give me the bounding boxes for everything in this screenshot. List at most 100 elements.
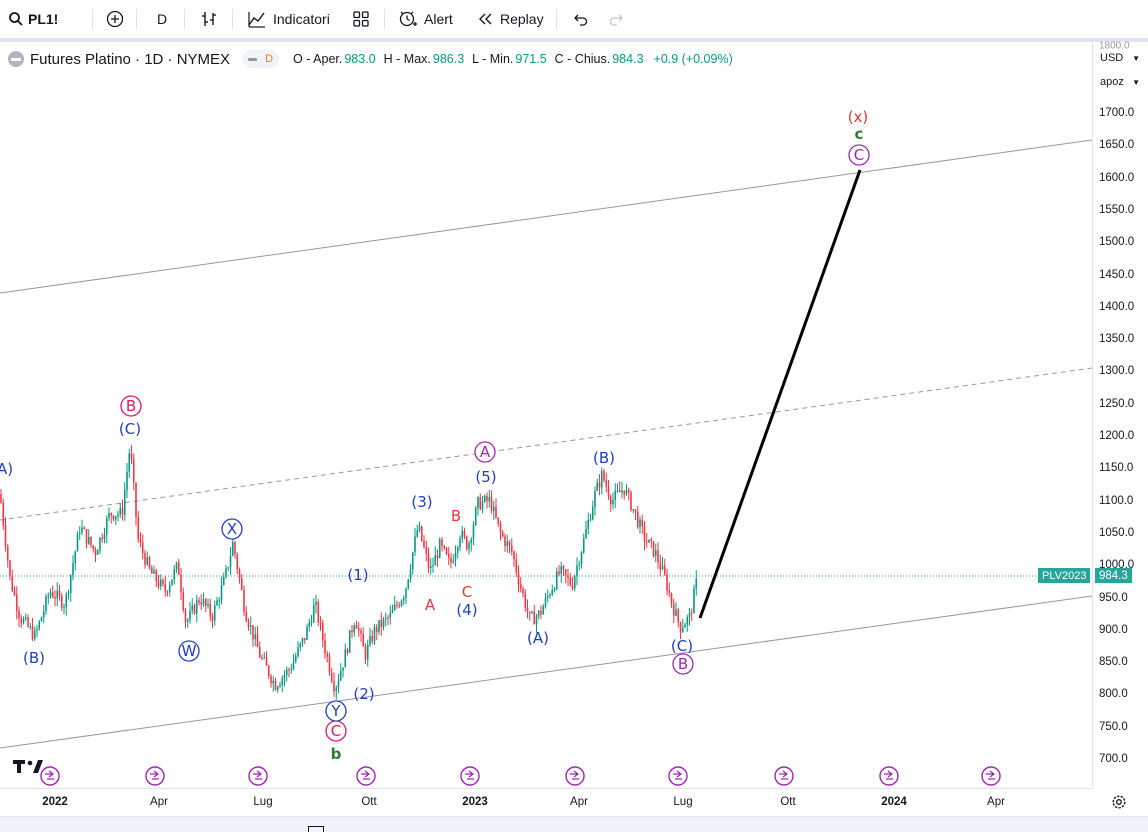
wave-label[interactable]: A) [0,460,13,478]
alert-label: Alert [424,11,453,27]
wave-label[interactable]: (2) [353,685,374,703]
wave-label[interactable]: Y [325,700,347,722]
candle-body [166,591,169,593]
wave-label[interactable]: (3) [411,493,432,511]
candle-body [645,541,648,543]
replay-button[interactable]: Replay [476,0,544,38]
candle-body [18,610,20,619]
event-marker-icon[interactable] [879,766,899,786]
wave-label[interactable]: c [855,125,864,143]
redo-button[interactable] [608,0,626,38]
settings-button[interactable] [1110,793,1128,811]
event-marker-icon[interactable] [668,766,688,786]
unit-select[interactable]: apoz ▼ [1097,72,1143,92]
candle-body [20,618,23,623]
candle-body [537,610,540,617]
candle-body [189,610,191,621]
candle-body [159,579,162,587]
wave-label[interactable]: (1) [347,566,368,584]
candle-body [483,496,486,502]
candle-body [317,601,320,623]
candle-body [677,609,680,623]
templates-button[interactable] [352,0,370,38]
event-marker-icon[interactable] [981,766,1001,786]
candle-body [144,552,146,565]
high-label: H - Max. [383,52,431,66]
currency-select[interactable]: USD ▼ [1097,48,1143,68]
candle-body [202,599,205,605]
legend-status-pill[interactable]: D [242,50,280,68]
undo-button[interactable] [571,0,589,38]
wave-label[interactable]: b [331,745,342,763]
legend-title[interactable]: Futures Platino · 1D · NYMEX [30,50,231,68]
candle-body [378,619,380,632]
wave-label[interactable]: (B) [23,649,45,667]
wave-label[interactable]: C [848,144,870,166]
wave-label[interactable]: A [474,441,496,463]
symbol-search-button[interactable]: PL1! [8,0,58,38]
candle-body [47,596,50,598]
wave-label[interactable]: C [325,720,347,742]
event-marker-icon[interactable] [460,766,480,786]
channel-bottom-line[interactable] [0,595,1092,749]
candle-body [542,606,545,615]
time-tick-label: 2022 [42,796,68,808]
candle-body [609,496,612,505]
interval-button[interactable]: D [157,0,167,38]
event-marker-icon[interactable] [565,766,585,786]
wave-label[interactable]: B [451,507,461,525]
candle-body [366,644,369,660]
event-marker-icon[interactable] [356,766,376,786]
candle-body [306,626,308,640]
candle-body [632,509,635,511]
candle-body [222,576,225,585]
compare-button[interactable] [106,0,124,38]
bar-style-button[interactable] [200,0,218,38]
candle-body [117,514,119,517]
wave-label[interactable]: (4) [456,601,477,619]
candle-body [186,620,189,622]
event-marker-icon[interactable] [145,766,165,786]
candle-body [290,669,293,671]
wave-label[interactable]: (C) [119,420,141,438]
wave-label[interactable]: (x) [848,108,869,126]
wave-label[interactable]: (5) [475,468,496,486]
event-marker-icon[interactable] [40,766,60,786]
event-marker-icon[interactable] [248,766,268,786]
wave-label-text: (1) [347,566,368,584]
candle-body [598,482,601,488]
wave-label[interactable]: (B) [593,449,615,467]
candle-body [488,497,491,502]
candle-body [146,557,149,565]
candle-body [562,566,565,570]
candle-body [490,497,493,512]
wave-label[interactable]: A [425,596,436,614]
indicators-button[interactable]: Indicatori [247,0,330,38]
wave-label[interactable]: W [178,640,200,662]
symbol-label: PL1! [28,11,59,27]
candle-body [288,669,290,671]
wave-label[interactable]: B [120,395,142,417]
candle-body [315,601,317,606]
projection-line[interactable] [698,169,862,619]
candle-body [380,619,383,628]
candle-body [110,513,113,516]
wave-label[interactable]: C [462,583,472,601]
wave-label[interactable]: X [221,518,243,540]
status-dash-icon [248,57,258,61]
channel-mid-line[interactable] [0,367,1092,521]
candle-body [182,592,185,611]
alert-button[interactable]: Alert [398,0,453,38]
channel-top-line[interactable] [0,139,1092,294]
time-axis[interactable]: 2022 Apr Lug Ott 2023 Apr Lug Ott 2024 Apr [0,788,1092,817]
wave-label[interactable]: (A) [527,629,549,647]
wave-label[interactable]: (C) [671,637,693,655]
time-tick-label: Lug [673,796,693,808]
wave-label[interactable]: B [672,653,694,675]
event-marker-icon[interactable] [774,766,794,786]
price-axis[interactable]: USD ▼ apoz ▼ 1800.0 1700.0 1650.0 1600.0 155… [1092,41,1148,788]
candle-body [371,636,374,642]
price-chart[interactable]: A)B(C)(B)XWYCb(1)(2)(3)ABC(4)A(5)(A)(B)(… [0,42,1092,788]
candle-body [123,490,126,515]
candle-body [578,564,581,566]
